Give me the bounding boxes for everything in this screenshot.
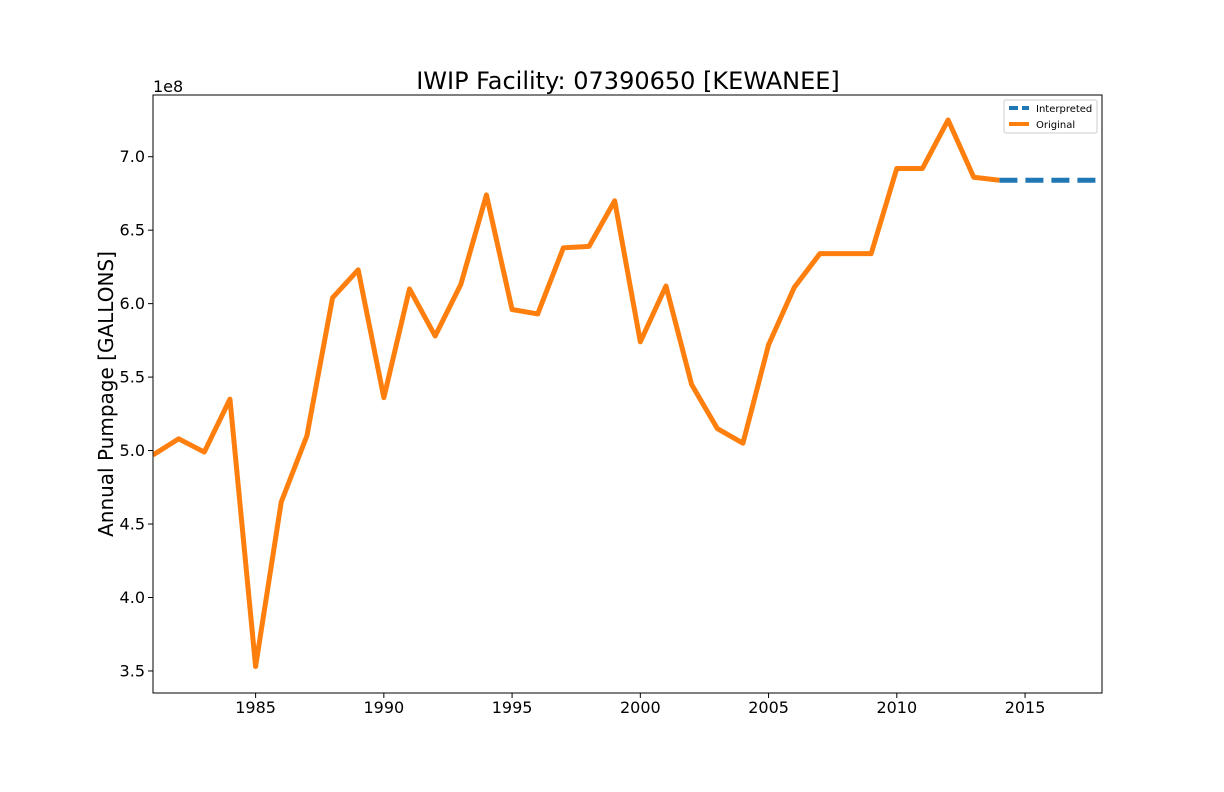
y-tick-label: 4.0 bbox=[120, 588, 145, 607]
x-tick-label: 2010 bbox=[876, 698, 917, 717]
plot-frame bbox=[152, 94, 1103, 694]
x-tick-label: 1985 bbox=[235, 698, 276, 717]
y-tick-label: 3.5 bbox=[120, 661, 145, 680]
x-tick-label: 2015 bbox=[1005, 698, 1046, 717]
y-axis-label: Annual Pumpage [GALLONS] bbox=[94, 251, 118, 537]
y-tick-label: 6.0 bbox=[120, 294, 145, 313]
legend-interpreted-label: Interpreted bbox=[1036, 104, 1092, 115]
y-tick-label: 5.5 bbox=[120, 368, 145, 387]
series-line-original bbox=[153, 117, 1000, 670]
plot-lines bbox=[153, 117, 1102, 670]
x-tick-label: 1990 bbox=[363, 698, 404, 717]
legend: Interpreted Original bbox=[1003, 99, 1098, 134]
legend-original-label: Original bbox=[1036, 120, 1075, 131]
y-offset-label: 1e8 bbox=[153, 77, 183, 96]
y-tick-label: 7.0 bbox=[120, 147, 145, 166]
y-tick-label: 6.5 bbox=[120, 221, 145, 240]
axis-ticks: 1985 1990 1995 2000 2005 2010 2015 3.5 4.0 4.5 5.0… bbox=[120, 147, 1046, 717]
chart-title: IWIP Facility: 07390650 [KEWANEE] bbox=[416, 67, 840, 95]
y-tick-label: 5.0 bbox=[120, 441, 145, 460]
y-tick-label: 4.5 bbox=[120, 515, 145, 534]
x-tick-label: 2000 bbox=[620, 698, 661, 717]
x-tick-label: 2005 bbox=[748, 698, 789, 717]
x-tick-label: 1995 bbox=[492, 698, 533, 717]
